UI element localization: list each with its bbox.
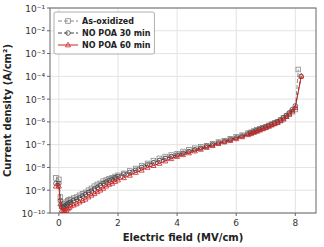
grid — [50, 8, 316, 213]
point — [192, 148, 197, 153]
y-tick — [47, 213, 50, 214]
point — [293, 105, 298, 110]
legend-label: As-oxidized — [82, 17, 134, 26]
legend-marker — [66, 19, 71, 24]
point — [151, 163, 156, 168]
point — [56, 183, 61, 188]
x-tick-label: 0 — [56, 218, 62, 228]
point — [175, 154, 180, 159]
plot-frame — [50, 8, 316, 213]
point — [222, 139, 227, 144]
point — [157, 161, 162, 166]
point — [163, 158, 168, 163]
x-tick-label: 6 — [233, 218, 239, 228]
x-tick-label: 8 — [292, 218, 298, 228]
point — [145, 165, 150, 170]
legend-item: As-oxidized — [58, 17, 134, 26]
point — [287, 111, 292, 116]
grid-line-y — [50, 99, 316, 100]
x-tick — [236, 213, 237, 216]
y-tick — [47, 99, 50, 100]
y-tick-label: 10⁻² — [25, 26, 45, 36]
x-tick-label: 4 — [174, 218, 180, 228]
point — [299, 74, 304, 79]
x-tick-label: 2 — [115, 218, 121, 228]
y-tick-label: 10⁻⁴ — [25, 72, 45, 82]
point — [133, 170, 138, 175]
point — [216, 141, 221, 146]
y-tick-label: 10⁻⁷ — [25, 140, 45, 150]
y-axis-label: Current density (A/cm²) — [2, 44, 13, 177]
y-tick — [47, 53, 50, 54]
y-tick — [47, 167, 50, 168]
point — [115, 177, 120, 182]
y-tick-label: 10⁻¹ — [25, 4, 45, 14]
point — [204, 145, 209, 150]
x-tick — [58, 213, 59, 216]
legend-marker — [66, 31, 71, 36]
x-tick — [295, 213, 296, 216]
grid-line-y — [50, 144, 316, 145]
y-tick-label: 10⁻⁶ — [25, 117, 45, 127]
series — [54, 74, 304, 209]
point — [180, 152, 185, 157]
point — [58, 201, 63, 206]
y-tick — [47, 30, 50, 31]
grid-line-y — [50, 167, 316, 168]
grid-line-x — [177, 8, 178, 213]
grid-line-x — [236, 8, 237, 213]
series-line — [56, 76, 301, 207]
legend-swatch — [58, 33, 78, 34]
y-tick-label: 10⁻⁸ — [25, 163, 45, 173]
plot-area — [53, 67, 303, 213]
legend-swatch — [58, 45, 78, 46]
legend-item: NO POA 30 min — [58, 29, 151, 38]
y-tick-label: 10⁻¹⁰ — [22, 209, 46, 219]
y-tick — [47, 144, 50, 145]
grid-line-y — [50, 76, 316, 77]
point — [228, 138, 233, 143]
chart: 0 2 4 6 8 10⁻¹⁰ 10⁻⁹ 10⁻⁸ 10⁻⁷ 10⁻⁶ 10⁻⁵ 10⁻⁴ 10⁻³ 10… — [0, 0, 324, 247]
x-tick — [177, 213, 178, 216]
y-tick — [47, 190, 50, 191]
y-tick — [47, 76, 50, 77]
y-tick-label: 10⁻⁹ — [25, 186, 45, 196]
y-tick — [47, 8, 50, 9]
series-line — [56, 76, 301, 211]
legend-label: NO POA 30 min — [82, 29, 151, 38]
legend-box — [54, 12, 154, 54]
y-tick-label: 10⁻⁵ — [25, 95, 45, 105]
point — [198, 147, 203, 152]
series — [54, 67, 301, 208]
point — [210, 143, 215, 148]
point — [240, 134, 245, 139]
point — [127, 173, 132, 178]
point — [186, 150, 191, 155]
point — [169, 156, 174, 161]
axes: 0 2 4 6 8 10⁻¹⁰ 10⁻⁹ 10⁻⁸ 10⁻⁷ 10⁻⁶ 10⁻⁵ 10⁻⁴ 10⁻³ 10… — [22, 4, 299, 229]
legend-marker — [65, 42, 70, 47]
series — [53, 74, 303, 213]
point — [296, 67, 301, 72]
point — [139, 168, 144, 173]
x-axis-label: Electric field (MV/cm) — [123, 232, 244, 243]
legend-item: NO POA 60 min — [58, 41, 151, 50]
point — [121, 175, 126, 180]
legend-swatch — [58, 21, 78, 22]
y-tick — [47, 121, 50, 122]
y-tick-label: 10⁻³ — [25, 49, 45, 59]
point — [290, 108, 295, 113]
x-tick — [117, 213, 118, 216]
point — [234, 136, 239, 141]
legend-label: NO POA 60 min — [82, 41, 151, 50]
point — [54, 176, 59, 181]
legend: As-oxidized NO POA 30 min NO POA 60 min — [54, 12, 154, 54]
series-line — [56, 69, 298, 206]
